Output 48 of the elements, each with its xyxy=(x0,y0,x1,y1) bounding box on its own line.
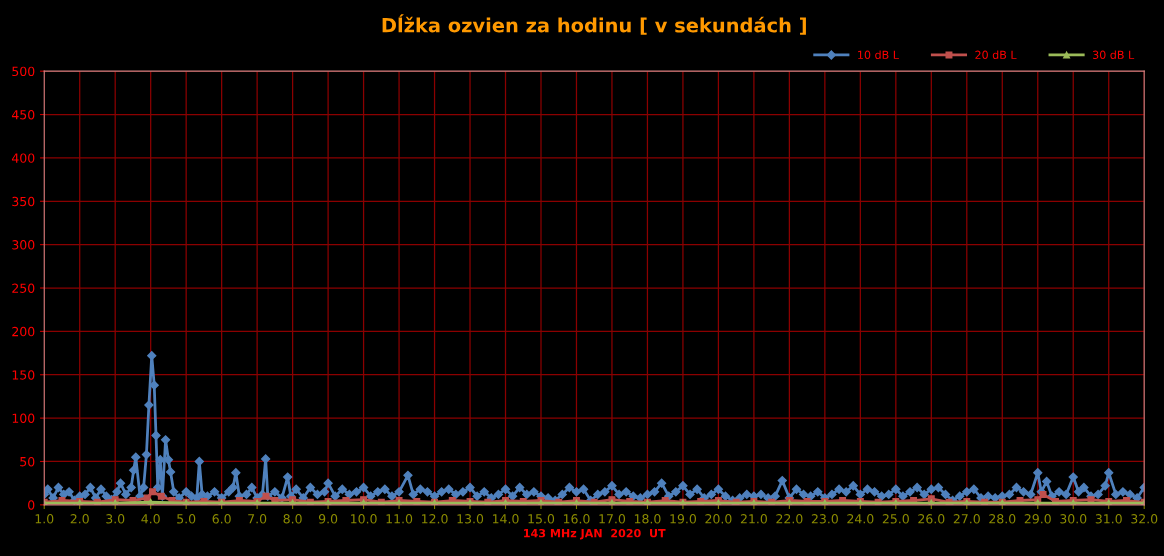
x-tick-label: 22.0 xyxy=(776,514,803,524)
x-tick-label: 24.0 xyxy=(847,514,874,524)
x-tick-label: 15.0 xyxy=(528,514,555,524)
x-tick-label: 30.0 xyxy=(1060,514,1087,524)
x-tick-label: 28.0 xyxy=(989,514,1016,524)
x-tick-label: 21.0 xyxy=(740,514,767,524)
x-tick-label: 23.0 xyxy=(811,514,838,524)
x-tick-label: 32.0 xyxy=(1131,514,1158,524)
y-tick-label: 500 xyxy=(12,66,35,77)
x-tick-label: 10.0 xyxy=(351,514,377,524)
x-tick-label: 6.0 xyxy=(212,514,231,524)
x-tick-label: 19.0 xyxy=(670,514,697,524)
y-tick-label: 450 xyxy=(11,110,35,120)
legend-label: 10 dB L xyxy=(858,50,899,60)
x-tick-label: 4.0 xyxy=(141,514,160,524)
y-tick-label: 350 xyxy=(12,196,35,207)
x-tick-label: 27.0 xyxy=(953,514,980,524)
x-tick-label: 9.0 xyxy=(318,514,338,524)
y-tick-label: 0 xyxy=(28,500,35,510)
x-tick-label: 12.0 xyxy=(422,514,448,524)
x-tick-label: 1.0 xyxy=(35,514,54,524)
legend-label: 30 dB L xyxy=(1092,50,1135,60)
y-tick-label: 200 xyxy=(12,326,35,337)
x-tick-label: 8.0 xyxy=(283,514,302,524)
y-tick-label: 100 xyxy=(12,413,35,424)
x-axis-title: 143 MHz JAN 2020 UT xyxy=(524,528,666,540)
x-tick-label: 26.0 xyxy=(918,514,945,524)
x-tick-label: 5.0 xyxy=(177,514,196,524)
legend-label: 20 dB L xyxy=(975,50,1017,60)
x-tick-label: 31.0 xyxy=(1095,514,1122,524)
x-tick-label: 18.0 xyxy=(634,514,661,524)
x-tick-label: 16.0 xyxy=(563,514,590,524)
chart-title: Dĺžka ozvien za hodinu [ v sekundách ] xyxy=(382,14,806,35)
y-tick-label: 300 xyxy=(12,240,35,250)
x-tick-label: 13.0 xyxy=(457,514,484,524)
x-tick-label: 17.0 xyxy=(599,514,626,524)
x-tick-label: 25.0 xyxy=(882,514,909,524)
x-tick-label: 14.0 xyxy=(492,514,519,524)
x-tick-label: 3.0 xyxy=(106,514,125,524)
y-tick-label: 50 xyxy=(20,456,35,467)
x-tick-label: 2.0 xyxy=(70,514,89,524)
x-tick-label: 20.0 xyxy=(705,514,732,524)
x-tick-label: 29.0 xyxy=(1024,514,1051,524)
y-tick-label: 400 xyxy=(11,153,35,163)
y-tick-label: 250 xyxy=(12,283,35,293)
x-tick-label: 7.0 xyxy=(248,514,267,524)
y-tick-label: 150 xyxy=(12,370,35,380)
x-tick-label: 11.0 xyxy=(386,514,413,524)
